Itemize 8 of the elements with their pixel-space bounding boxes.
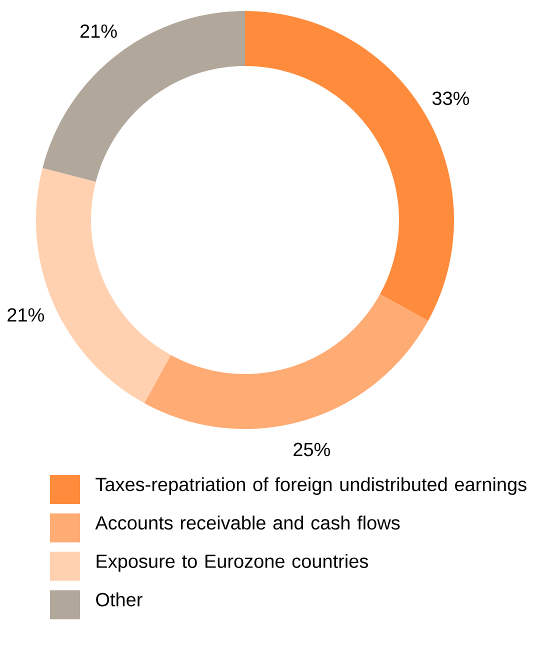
legend-label: Other xyxy=(96,592,142,606)
data-label: 21% xyxy=(8,308,44,322)
legend-label: Taxes-repatriation of foreign undistributed earnings xyxy=(96,477,526,495)
data-label: 33% xyxy=(432,92,470,106)
data-label: 25% xyxy=(294,442,330,456)
legend-label: Accounts receivable and cash flows xyxy=(95,516,400,530)
data-label: 21% xyxy=(80,24,117,38)
legend-label: Exposure to Eurozone countries xyxy=(96,554,368,572)
